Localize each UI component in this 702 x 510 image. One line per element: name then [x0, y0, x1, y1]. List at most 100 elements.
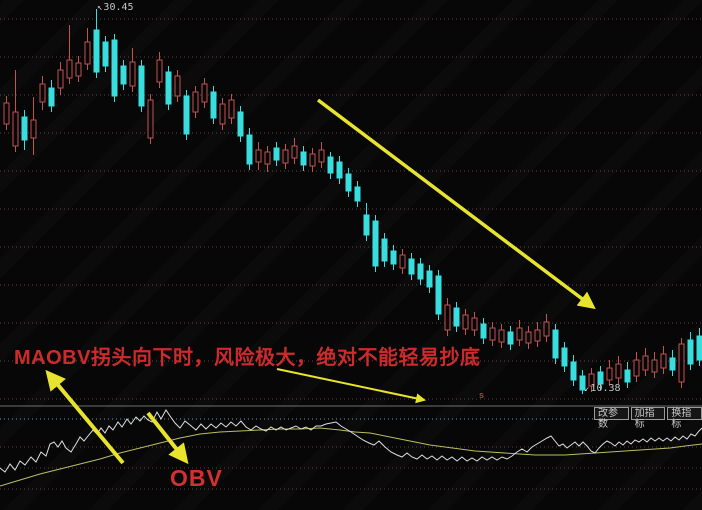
candle-up [57, 69, 64, 89]
annotation-arrows [45, 98, 596, 465]
candle-down [453, 307, 460, 327]
candle-down [696, 335, 702, 361]
candle-up [3, 102, 10, 125]
candle-up [489, 327, 496, 341]
candle-down [390, 250, 397, 265]
watermark-mark: s [479, 390, 485, 400]
candle-down [246, 134, 253, 165]
candle-down [570, 361, 577, 381]
candle-up [516, 327, 523, 341]
candle-up [147, 99, 154, 139]
candle-down [561, 347, 568, 367]
switch-indicator-button[interactable]: 换指标 [667, 407, 702, 430]
candle-up [642, 355, 649, 371]
candle-up [399, 254, 406, 269]
candle-down [120, 65, 127, 85]
add-indicator-button[interactable]: 加指标 [630, 407, 666, 430]
caption-pointer-arrow [276, 368, 426, 404]
candle-up [543, 321, 550, 337]
candle-up [129, 61, 136, 87]
high-arrow-icon: ↖ [97, 3, 103, 13]
candle-down [381, 238, 388, 262]
obv-pointer-arrow [146, 411, 189, 465]
candle-up [156, 59, 163, 83]
candle-down [210, 91, 217, 119]
candle-down [624, 369, 631, 383]
candle-up [498, 329, 505, 343]
candle-down [102, 41, 109, 67]
candle-down [597, 371, 604, 385]
candle-up [606, 367, 613, 381]
candle-up [201, 83, 208, 103]
candle-up [615, 363, 622, 379]
annotation-caption: MAOBV拐头向下时，风险极大，绝对不能轻易抄底 [14, 347, 481, 369]
obv-label: OBV [170, 465, 223, 491]
candle-up [588, 373, 595, 387]
candle-up [318, 149, 325, 163]
candle-down [354, 186, 361, 202]
candle-up [75, 62, 82, 77]
candle-down [372, 220, 379, 267]
candle-down [48, 87, 55, 107]
candle-down [21, 116, 28, 141]
candle-up [174, 75, 181, 97]
candle-up [192, 91, 199, 113]
candle-down [552, 329, 559, 359]
candle-up [219, 103, 226, 125]
candle-down [363, 214, 370, 236]
candle-down [336, 161, 343, 179]
change-params-button[interactable]: 改参数 [594, 407, 629, 430]
candle-down [687, 339, 694, 365]
candle-down [345, 173, 352, 192]
low-arrow-icon: ↙ [584, 384, 590, 394]
candle-down [480, 323, 487, 339]
candle-down [183, 95, 190, 135]
candlestick-series [3, 9, 702, 394]
candle-up [264, 151, 271, 165]
gridlines [0, 18, 702, 490]
candle-down [669, 357, 676, 371]
candle-up [525, 331, 532, 344]
candle-down [237, 111, 244, 137]
candle-down [273, 147, 280, 161]
candle-up [84, 41, 91, 65]
candle-up [12, 111, 19, 147]
candle-up [471, 317, 478, 331]
candle-up [282, 149, 289, 164]
candle-up [309, 153, 316, 167]
candle-down [426, 270, 433, 288]
price-high-label: ↖30.45 [97, 2, 134, 14]
candle-up [633, 359, 640, 377]
candle-up [660, 353, 667, 369]
candle-up [255, 149, 262, 163]
candle-down [300, 151, 307, 166]
candle-down [327, 156, 334, 174]
candle-up [291, 145, 298, 159]
candle-up [678, 343, 685, 383]
indicator-toolbar: 改参数 加指标 换指标 [594, 407, 702, 430]
candle-down [138, 65, 145, 107]
candle-up [228, 99, 235, 119]
maobv-line [0, 427, 702, 487]
maobv-pointer-arrow [45, 369, 125, 465]
candle-up [39, 83, 46, 103]
downtrend-arrow [316, 98, 596, 310]
obv-indicator-lines [0, 409, 702, 487]
candle-up [66, 59, 73, 79]
candle-down [111, 39, 118, 97]
candle-down [165, 71, 172, 105]
candle-down [417, 263, 424, 280]
price-low-label: ↙10.38 [584, 383, 621, 395]
candle-down [579, 375, 586, 391]
candle-up [462, 314, 469, 330]
candle-down [435, 275, 442, 315]
candle-up [534, 329, 541, 342]
obv-line [0, 409, 702, 473]
candle-down [507, 331, 514, 345]
candle-up [30, 119, 37, 139]
candle-up [651, 359, 658, 373]
candle-down [408, 258, 415, 275]
candle-up [444, 304, 451, 331]
